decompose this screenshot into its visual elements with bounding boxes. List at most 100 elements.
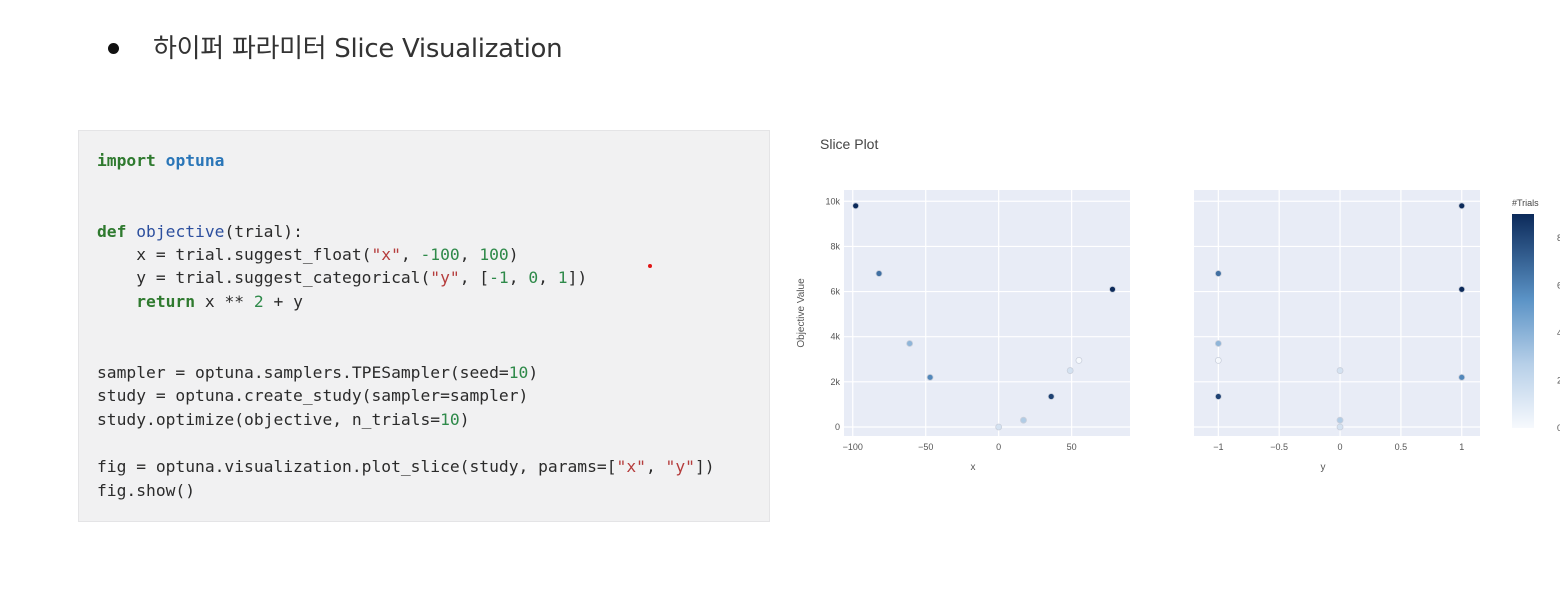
code-line-7: study = optuna.create_study(sampler=samp… (97, 386, 529, 405)
code-text: , (459, 245, 480, 264)
y-tick-label: 4k (830, 332, 840, 342)
y-tick-label: 8k (830, 241, 840, 251)
data-point (1336, 367, 1344, 374)
data-point (1047, 393, 1055, 400)
code-line-8: study.optimize(objective, n_trials=10) (97, 410, 470, 430)
colorbar-tick-label: 4 (1557, 328, 1560, 338)
colorbar (1512, 214, 1534, 428)
data-point (1109, 285, 1116, 293)
number: 10 (508, 363, 529, 382)
chart-title: Slice Plot (820, 136, 879, 152)
data-point (1458, 285, 1466, 293)
data-point (1336, 423, 1344, 431)
keyword: def (97, 222, 127, 241)
data-point (1066, 367, 1074, 374)
code-line-2: def objective(trial): (97, 222, 303, 242)
code-text: , (508, 268, 529, 287)
code-text: , (400, 245, 421, 264)
code-text: ) (508, 245, 519, 264)
slide-heading: 하이퍼 파라미터 Slice Visualization (108, 28, 563, 65)
plot-area-2 (1194, 190, 1480, 436)
code-text: ) (459, 410, 470, 429)
colorbar-tick-label: 6 (1557, 280, 1560, 290)
code-text: x = trial.suggest_float( (97, 245, 372, 264)
code-text: fig = optuna.visualization.plot_slice(st… (97, 457, 617, 476)
y-tick-label: 6k (830, 287, 840, 297)
x-axis-label: y (1321, 462, 1326, 473)
string: "y" (665, 457, 695, 476)
code-text: sampler = optuna.samplers.TPESampler(see… (97, 363, 509, 382)
y-tick-label: 0 (835, 422, 840, 432)
cursor-marker (648, 264, 652, 268)
x-tick-label: 0 (996, 442, 1001, 452)
number: -100 (420, 245, 460, 264)
code-text: ]) (567, 268, 588, 287)
data-point (852, 202, 860, 210)
heading-text: 하이퍼 파라미터 Slice Visualization (153, 34, 563, 64)
colorbar-tick-label: 8 (1557, 233, 1560, 243)
y-tick-label: 10k (825, 196, 840, 206)
code-line-10: fig.show() (97, 481, 196, 500)
data-point (1214, 270, 1222, 277)
x-tick-label: 50 (1067, 442, 1077, 452)
x-tick-label: −0.5 (1270, 442, 1288, 452)
data-point (906, 340, 914, 347)
data-point (995, 423, 1003, 431)
data-point (1336, 416, 1344, 424)
string: "y" (430, 268, 460, 287)
number: 0 (528, 268, 539, 287)
chart-svg: 0 2k 4k 6k 8k 10k −100 −50 0 50 x −1 −0.5 0 0.5 1 y Objec… (796, 190, 1560, 473)
x-axis-label: x (971, 462, 976, 473)
keyword: return (97, 292, 196, 311)
code-text: (trial): (224, 222, 303, 241)
keyword: import (97, 151, 156, 170)
code-text: ) (528, 363, 539, 382)
string: "x" (616, 457, 646, 476)
plot-area-1 (844, 190, 1130, 436)
colorbar-tick-label: 2 (1557, 375, 1560, 385)
x-tick-label: 0 (1338, 442, 1343, 452)
data-point (1214, 356, 1222, 364)
x-tick-label: −100 (843, 442, 863, 452)
string: "x" (371, 245, 401, 264)
number: -1 (489, 268, 509, 287)
code-block: import optuna def objective(trial): x = … (78, 130, 770, 522)
number: 2 (253, 292, 264, 311)
number: 1 (557, 268, 568, 287)
function-name: objective (136, 222, 225, 241)
data-point (1458, 373, 1466, 381)
data-point (875, 270, 883, 277)
colorbar-title: #Trials (1512, 198, 1539, 208)
code-line-1: import optuna (97, 151, 224, 171)
y-axis-label: Objective Value (796, 278, 807, 348)
code-line-6: sampler = optuna.samplers.TPESampler(see… (97, 363, 538, 383)
module-name: optuna (165, 151, 225, 170)
colorbar-tick-label: 0 (1557, 423, 1560, 433)
data-point (1020, 416, 1027, 424)
code-text: x ** (195, 292, 254, 311)
code-text: y = trial.suggest_categorical( (97, 268, 431, 287)
code-line-5: return x ** 2 + y (97, 292, 303, 312)
data-point (1458, 202, 1466, 210)
number: 100 (479, 245, 509, 264)
code-text: , (645, 457, 666, 476)
x-tick-label: 0.5 (1395, 442, 1408, 452)
code-text: study.optimize(objective, n_trials= (97, 410, 441, 429)
y-tick-label: 2k (830, 377, 840, 387)
code-text: ]) (694, 457, 715, 476)
x-tick-label: −50 (918, 442, 933, 452)
code-line-4: y = trial.suggest_categorical("y", [-1, … (97, 268, 587, 288)
x-tick-label: 1 (1459, 442, 1464, 452)
data-point (1214, 340, 1222, 347)
code-text: , (538, 268, 558, 287)
code-text: , [ (459, 268, 490, 287)
slice-plot: Slice Plot 0 2k 4k 6k 8k 10k −100 −50 0 50 x −1 −0.5… (790, 128, 1560, 488)
code-line-9: fig = optuna.visualization.plot_slice(st… (97, 457, 715, 477)
data-point (926, 373, 934, 381)
data-point (1075, 356, 1083, 364)
number: 10 (440, 410, 460, 429)
code-line-3: x = trial.suggest_float("x", -100, 100) (97, 245, 519, 265)
data-point (1214, 393, 1222, 400)
x-tick-label: −1 (1213, 442, 1223, 452)
code-text: + y (263, 292, 303, 311)
